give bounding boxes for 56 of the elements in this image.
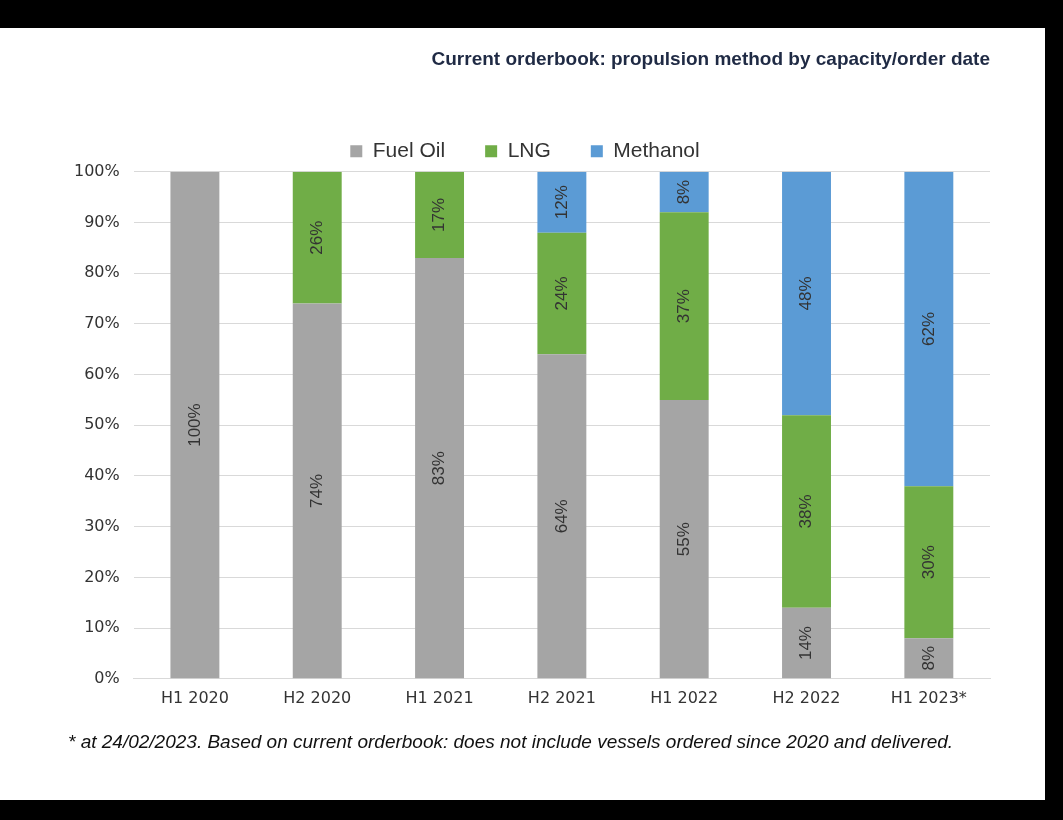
y-tick-label: 100%: [73, 160, 120, 180]
bar: [782, 607, 831, 679]
data-label: 30%: [918, 545, 938, 580]
data-label: 17%: [429, 197, 449, 232]
data-label: 83%: [429, 451, 449, 486]
y-tick-label: 70%: [84, 313, 120, 333]
y-tick-label: 30%: [84, 515, 120, 535]
data-label: 64%: [551, 499, 571, 534]
x-tick-label: H2 2022: [772, 687, 841, 707]
bar: [659, 212, 709, 400]
y-tick-label: 10%: [84, 617, 120, 637]
data-label: 74%: [306, 473, 326, 508]
x-tick-label: H1 2021: [405, 687, 474, 707]
y-tick-label: 0%: [94, 667, 120, 687]
bar: [537, 171, 587, 233]
chart-title: Current orderbook: propulsion method by capacity/order date: [431, 47, 990, 69]
data-label: 8%: [918, 645, 938, 671]
y-tick-label: 60%: [84, 363, 120, 383]
x-tick-label: H2 2021: [527, 687, 596, 707]
data-label: 12%: [551, 185, 571, 220]
x-tick-label: H1 2020: [160, 687, 229, 707]
bar: [170, 171, 220, 679]
data-label: 48%: [796, 276, 816, 311]
bar: [782, 171, 831, 416]
data-label: 38%: [796, 494, 816, 529]
data-label: 8%: [673, 179, 693, 205]
x-tick-label: H1 2022: [650, 687, 719, 707]
y-tick-label: 90%: [84, 211, 120, 231]
data-label: 100%: [184, 403, 204, 447]
legend-label: Methanol: [613, 138, 700, 162]
bar: [904, 638, 954, 679]
bar: [659, 399, 709, 679]
data-label: 14%: [796, 626, 816, 661]
text: * at 24/02/2023. Based on current orderbook: does not include vessels ordered since 2020 and delivered.: [68, 730, 955, 753]
bar: [904, 486, 954, 639]
bar: [415, 257, 465, 679]
bar: [537, 232, 587, 355]
y-tick-label: 20%: [84, 566, 120, 586]
bar: [537, 354, 587, 679]
legend-label: Fuel Oil: [372, 138, 446, 162]
bar: [292, 303, 342, 679]
y-tick-label: 80%: [84, 262, 120, 282]
bar: [292, 171, 342, 304]
x-tick-label: H1 2023*: [890, 687, 967, 707]
x-tick-label: H2 2020: [283, 687, 352, 707]
bar: [415, 171, 465, 258]
data-label: 26%: [306, 220, 326, 255]
data-label: 24%: [551, 276, 571, 311]
data-label: 55%: [673, 522, 693, 557]
y-tick-label: 40%: [84, 465, 120, 485]
data-label: 37%: [673, 289, 693, 324]
bar: [782, 415, 831, 608]
y-tick-label: 50%: [84, 414, 120, 434]
data-label: 62%: [918, 311, 938, 346]
legend-label: LNG: [507, 138, 551, 162]
bar: [904, 171, 954, 487]
